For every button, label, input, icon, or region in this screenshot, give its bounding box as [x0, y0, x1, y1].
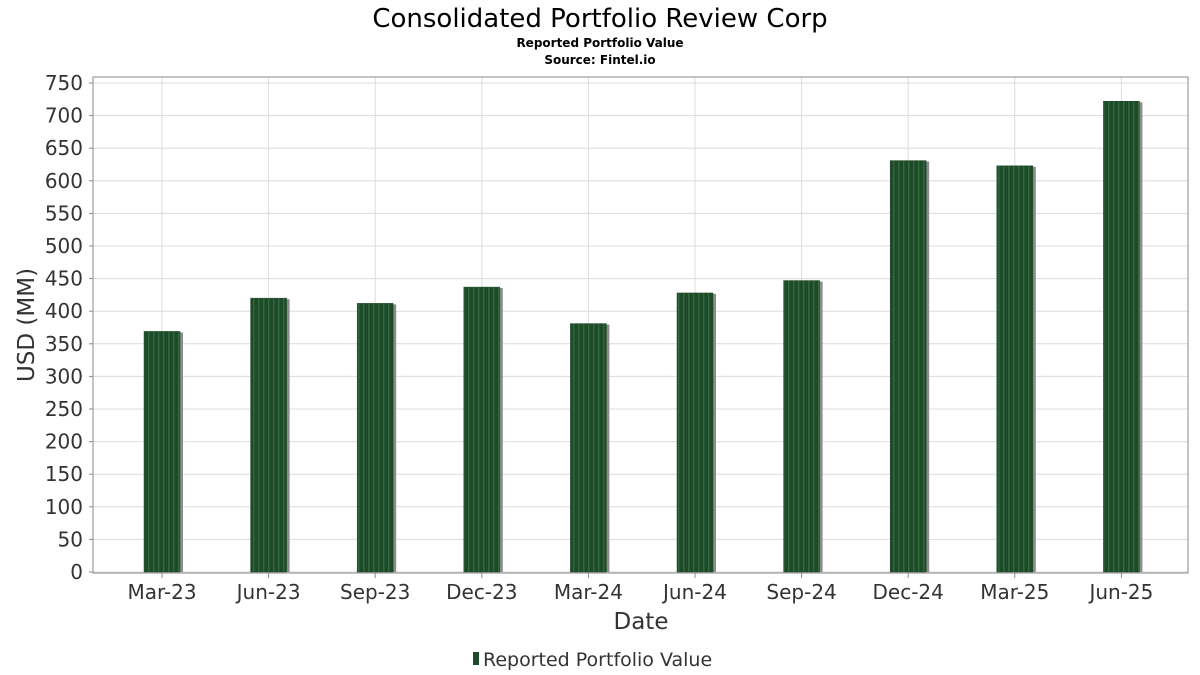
- bars: [143, 101, 1143, 573]
- bar: [143, 331, 181, 573]
- y-tick-label: 50: [58, 527, 83, 551]
- legend-swatch: [473, 652, 479, 665]
- y-tick-label: 0: [70, 560, 83, 584]
- y-tick-label: 150: [45, 462, 83, 486]
- x-tick-label: Jun-23: [235, 580, 301, 604]
- x-tick-label: Jun-25: [1087, 580, 1153, 604]
- plot-frame: [92, 76, 1189, 574]
- y-tick-label: 500: [45, 234, 83, 258]
- y-tick-label: 750: [45, 71, 83, 95]
- y-tick-label: 600: [45, 169, 83, 193]
- y-tick-label: 700: [45, 104, 83, 128]
- legend: Reported Portfolio Value: [473, 649, 712, 671]
- y-axis-ticks: 0 50 100 150 200 250 300 350 400 450 500 550 600 650 7…: [45, 71, 83, 584]
- bar: [996, 165, 1034, 573]
- y-tick-label: 350: [45, 332, 83, 356]
- bar: [889, 160, 927, 573]
- bar: [570, 323, 607, 573]
- x-tick-label: Mar-23: [127, 580, 196, 604]
- y-tick-label: 650: [45, 136, 83, 160]
- y-axis-label: USD (MM): [14, 268, 40, 382]
- bar: [676, 292, 714, 573]
- x-tick-label: Dec-23: [446, 580, 517, 604]
- y-tick-label: 200: [45, 430, 83, 454]
- bar: [463, 286, 501, 573]
- x-axis-label: Date: [614, 609, 669, 635]
- y-tick-label: 550: [45, 201, 83, 225]
- legend-label: Reported Portfolio Value: [483, 649, 712, 671]
- x-tick-label: Mar-25: [980, 580, 1049, 604]
- bar: [783, 280, 820, 573]
- bar: [356, 303, 394, 573]
- bar: [1103, 101, 1140, 573]
- y-tick-label: 100: [45, 495, 83, 519]
- y-tick-label: 250: [45, 397, 83, 421]
- x-tick-label: Jun-24: [661, 580, 727, 604]
- bar: [250, 297, 287, 573]
- x-tick-label: Mar-24: [554, 580, 623, 604]
- x-tick-label: Dec-24: [873, 580, 944, 604]
- y-tick-label: 450: [45, 267, 83, 291]
- x-tick-label: Sep-23: [340, 580, 410, 604]
- y-tick-label: 400: [45, 299, 83, 323]
- x-tick-label: Sep-24: [766, 580, 836, 604]
- chart-source: Source: Fintel.io: [544, 53, 655, 67]
- chart-title: Consolidated Portfolio Review Corp: [372, 4, 827, 34]
- y-tick-label: 300: [45, 364, 83, 388]
- chart-subtitle: Reported Portfolio Value: [516, 36, 683, 50]
- x-axis-ticks: Mar-23 Jun-23 Sep-23 Dec-23 Mar-24 Jun-24 Sep-…: [127, 580, 1153, 604]
